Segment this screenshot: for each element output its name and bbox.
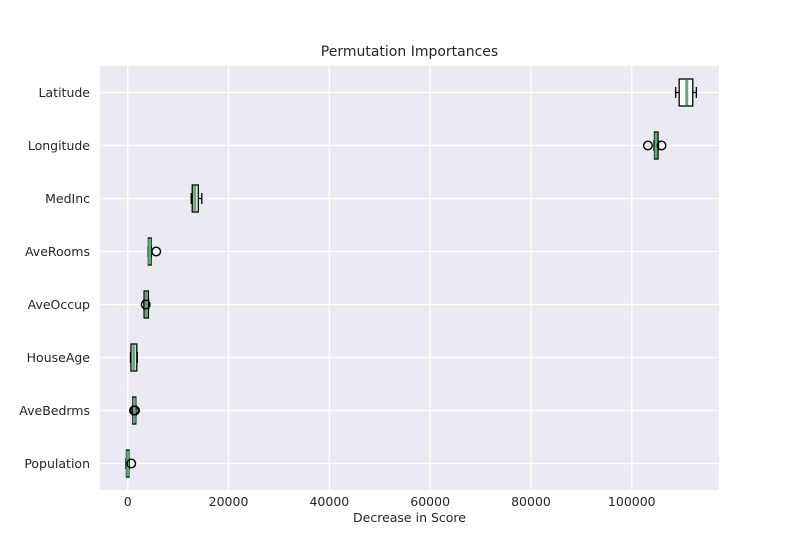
x-axis-label: Decrease in Score	[353, 510, 466, 525]
x-tick-label: 60000	[410, 494, 450, 509]
y-tick-label: AveOccup	[28, 297, 90, 312]
x-tick-label: 40000	[309, 494, 349, 509]
chart-title: Permutation Importances	[320, 44, 499, 60]
y-tick-label: Longitude	[28, 138, 90, 153]
x-tick-label: 100000	[608, 494, 656, 509]
y-tick-label: AveRooms	[25, 244, 90, 259]
flier-point	[130, 405, 141, 416]
x-tick-label: 80000	[511, 494, 551, 509]
flier-point	[126, 458, 137, 469]
y-tick-label: AveBedrms	[19, 403, 90, 418]
x-tick-label: 20000	[209, 494, 249, 509]
flier-point	[151, 246, 162, 257]
plot-area	[100, 66, 719, 490]
y-tick-label: Population	[24, 456, 90, 471]
flier-point	[140, 299, 151, 310]
y-tick-label: Latitude	[39, 85, 91, 100]
y-tick-label: HouseAge	[27, 350, 91, 365]
flier-point	[656, 140, 667, 151]
flier-point	[642, 140, 653, 151]
y-tick-label: MedInc	[45, 191, 90, 206]
x-tick-label: 0	[124, 494, 132, 509]
